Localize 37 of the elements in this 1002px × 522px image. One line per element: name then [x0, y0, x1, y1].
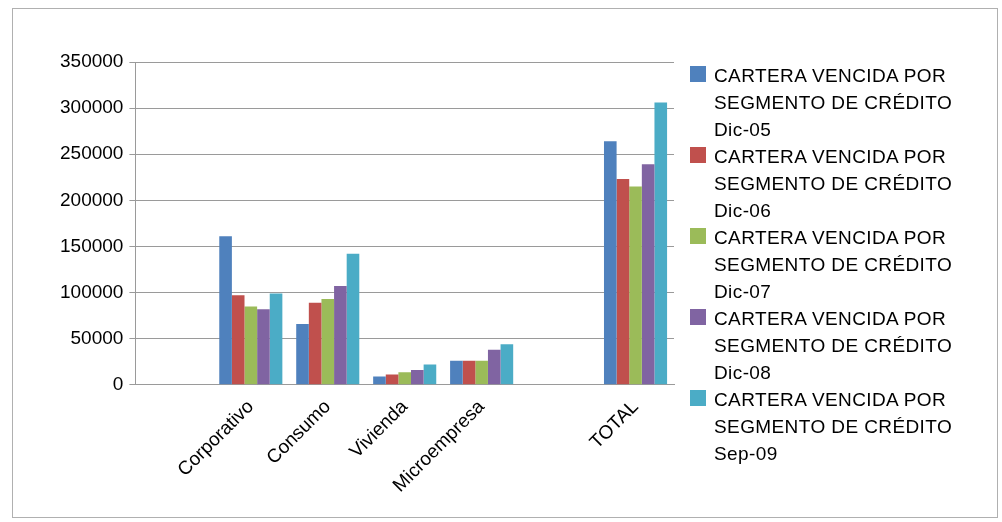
legend-label: CARTERA VENCIDA POR SEGMENTO DE CRÉDITO Dic-05: [714, 64, 954, 142]
bar: [257, 309, 270, 385]
bar: [346, 253, 360, 385]
bar: [450, 360, 463, 385]
legend-label: CARTERA VENCIDA POR SEGMENTO DE CRÉDITO Dic-07: [714, 226, 954, 304]
y-tick-label: 100000: [60, 280, 124, 302]
bar: [231, 295, 245, 385]
y-tick-label: 200000: [60, 188, 124, 210]
legend-label: CARTERA VENCIDA POR SEGMENTO DE CRÉDITO Dic-08: [714, 307, 954, 385]
y-tick-label: 350000: [60, 50, 124, 72]
bar: [373, 376, 386, 385]
y-tick-label: 250000: [60, 142, 124, 164]
bar: [321, 299, 335, 385]
bar: [334, 286, 347, 385]
bar: [219, 236, 232, 385]
bar: [475, 360, 488, 385]
bar: [423, 364, 437, 385]
bar: [398, 372, 412, 385]
bar: [244, 306, 258, 385]
bar: [269, 293, 283, 385]
bar: [411, 370, 424, 385]
y-tick-label: 150000: [60, 234, 124, 256]
bar: [462, 360, 476, 385]
legend-label: CARTERA VENCIDA POR SEGMENTO DE CRÉDITO Sep-09: [714, 388, 954, 466]
bar: [308, 302, 322, 385]
y-tick-label: 0: [112, 373, 124, 394]
bar: [629, 186, 642, 385]
bar: [500, 344, 514, 385]
bar: [603, 141, 617, 385]
bar: [641, 164, 655, 385]
y-tick-label: 50000: [70, 326, 124, 348]
legend-label: CARTERA VENCIDA POR SEGMENTO DE CRÉDITO Dic-06: [714, 145, 954, 223]
bar: [487, 349, 501, 385]
y-tick-label: 300000: [60, 96, 124, 118]
bar: [296, 323, 309, 385]
bar: [616, 179, 630, 385]
bar: [654, 102, 668, 385]
